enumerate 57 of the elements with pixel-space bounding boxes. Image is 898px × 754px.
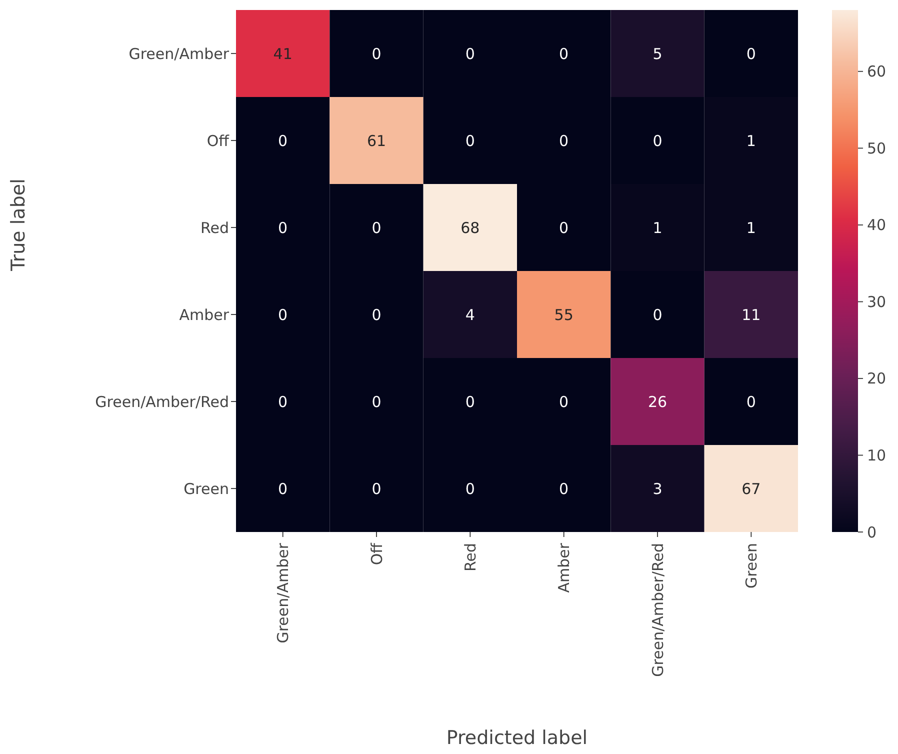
color-bar-label: 20 <box>867 370 886 388</box>
data-label: 0 <box>465 392 475 411</box>
color-bar-label: 60 <box>867 62 886 81</box>
y-tick-label: Off <box>206 132 230 150</box>
data-label: 0 <box>372 218 382 237</box>
y-tick-label: Amber <box>179 306 230 324</box>
data-label: 68 <box>460 218 480 237</box>
color-bar-label: 30 <box>867 292 886 311</box>
data-label: 0 <box>465 132 475 150</box>
data-label: 0 <box>559 392 569 411</box>
data-label: 0 <box>465 44 475 63</box>
data-label: 41 <box>273 44 292 63</box>
data-label: 0 <box>372 306 382 324</box>
color-bar-label: 0 <box>867 523 877 542</box>
data-label: 1 <box>652 218 662 237</box>
data-label: 0 <box>372 392 382 411</box>
y-tick-label: Green/Amber/Red <box>95 392 229 411</box>
data-label: 0 <box>559 480 569 498</box>
color-bar-label: 10 <box>867 446 886 464</box>
data-label: 11 <box>742 306 761 324</box>
data-label: 1 <box>746 218 756 237</box>
data-label: 0 <box>278 306 288 324</box>
data-label: 3 <box>652 480 662 498</box>
data-label: 0 <box>652 132 662 150</box>
data-label: 0 <box>278 218 288 237</box>
x-tick-label: Green/Amber/Red <box>648 543 667 677</box>
data-label: 0 <box>746 44 756 63</box>
data-label: 0 <box>559 44 569 63</box>
data-label: 4 <box>465 306 475 324</box>
x-axis-title: Predicted label <box>446 727 588 749</box>
data-label: 67 <box>742 480 761 498</box>
data-label: 0 <box>652 306 662 324</box>
y-tick-label: Green/Amber <box>128 44 230 63</box>
data-label: 0 <box>559 218 569 237</box>
data-label: 5 <box>652 44 662 63</box>
data-label: 0 <box>372 44 382 63</box>
data-label: 0 <box>278 132 288 150</box>
x-tick-label: Amber <box>555 542 574 593</box>
x-tick-label: Red <box>461 543 480 572</box>
data-label: 55 <box>554 306 574 324</box>
data-label: 61 <box>366 132 386 150</box>
data-label: 0 <box>465 480 475 498</box>
y-axis-title: True label <box>8 178 30 272</box>
data-label: 0 <box>278 392 288 411</box>
x-tick-label: Green <box>742 543 760 588</box>
x-tick-label: Off <box>368 542 386 566</box>
color-bar-label: 50 <box>867 139 886 158</box>
data-label: 0 <box>746 392 756 411</box>
data-label: 0 <box>278 480 288 498</box>
y-tick-label: Green <box>184 480 229 498</box>
data-label: 26 <box>648 392 668 411</box>
data-label: 0 <box>372 480 382 498</box>
y-tick-label: Red <box>200 218 229 237</box>
x-tick-label: Green/Amber <box>274 542 292 644</box>
color-bar-label: 40 <box>867 216 886 234</box>
data-label: 0 <box>559 132 569 150</box>
data-label: 1 <box>746 132 756 150</box>
